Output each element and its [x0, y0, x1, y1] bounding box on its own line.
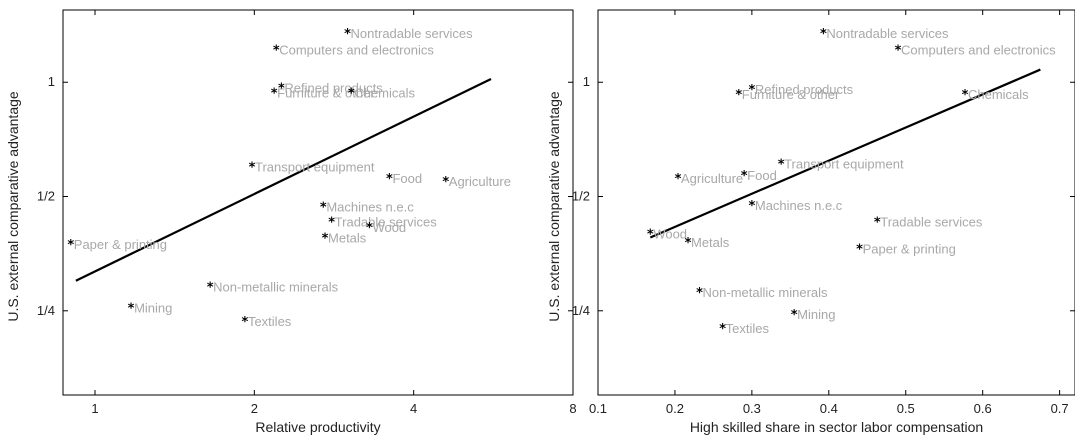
data-point: * [344, 27, 352, 42]
data-point: * [719, 322, 727, 337]
x-axis-label: High skilled share in sector labor compe… [690, 419, 983, 435]
point-label: Nontradable services [351, 26, 474, 41]
x-tick-label: 4 [410, 401, 417, 416]
x-tick-label: 8 [569, 401, 576, 416]
y-tick-label: 1 [48, 74, 55, 89]
point-label: Metals [328, 230, 367, 245]
data-point: * [386, 172, 394, 187]
data-point: * [856, 242, 864, 257]
data-point: * [366, 221, 374, 236]
data-point: * [241, 315, 249, 330]
point-label: Mining [134, 301, 172, 316]
point-label: Tradable services [880, 214, 983, 229]
point-label: Mining [797, 307, 835, 322]
point-label: Textiles [726, 321, 770, 336]
point-label: Tradable services [335, 214, 438, 229]
point-label: Agriculture [681, 171, 743, 186]
point-label: Computers and electronics [279, 42, 434, 57]
data-point: * [961, 88, 969, 103]
point-label: Non-metallic minerals [703, 285, 828, 300]
data-point: * [790, 308, 798, 323]
data-point: * [321, 231, 329, 246]
point-label: Metals [691, 235, 730, 250]
chart-panel-2: 0.1 0.2 0.3 0.4 0.5 0.6 0.7 1/4 1/2 1 High skilled… [546, 9, 1075, 435]
x-tick-label: 0.4 [820, 401, 838, 416]
x-tick-label: 0.3 [743, 401, 761, 416]
x-tick-label: 0.5 [897, 401, 915, 416]
fit-line [75, 77, 492, 282]
point-label: Paper & printing [863, 241, 956, 256]
point-label: Refined products [284, 80, 383, 95]
point-label: Computers and electronics [901, 42, 1056, 57]
data-point: * [127, 302, 135, 317]
point-label: Transport equipment [255, 159, 375, 174]
plot-frame [62, 9, 574, 396]
data-point: * [248, 160, 256, 175]
x-tick-label: 0.7 [1051, 401, 1069, 416]
data-point: * [319, 201, 327, 216]
point-label: Transport equipment [784, 157, 904, 172]
data-point: * [278, 81, 286, 96]
data-point: * [735, 88, 743, 103]
point-label: Wood [653, 226, 687, 241]
data-point: * [684, 236, 692, 251]
y-axis-label: U.S. external comparative advantage [5, 91, 21, 322]
point-label: Agriculture [449, 174, 511, 189]
point-label: Textiles [248, 314, 292, 329]
data-point: * [748, 83, 756, 98]
y-tick-label: 1/4 [37, 303, 55, 318]
data-point: * [67, 238, 75, 253]
point-label: Wood [372, 220, 406, 235]
y-tick-label: 1/2 [572, 189, 590, 204]
data-point: * [272, 43, 280, 58]
data-point: * [270, 86, 278, 101]
point-label: Food [747, 168, 777, 183]
point-label: Furniture & other [277, 85, 375, 100]
point-label: Machines n.e.c [755, 198, 843, 213]
point-label: Refined products [755, 82, 854, 97]
data-point: * [646, 227, 654, 242]
x-tick-label: 0.6 [974, 401, 992, 416]
y-axis-label: U.S. external comparative advantage [546, 91, 562, 322]
y-tick-label: 1/4 [572, 303, 590, 318]
chart-panel-1: 1 2 4 8 1/4 1/2 1 Relative productivity U.S. ext… [5, 9, 577, 435]
point-label: Nontradable services [826, 26, 949, 41]
point-label: Chemicals [968, 87, 1029, 102]
x-tick-label: 0.1 [589, 401, 607, 416]
data-point: * [748, 199, 756, 214]
point-label: Food [392, 171, 422, 186]
y-tick-label: 1/2 [37, 189, 55, 204]
point-label: Machines n.e.c [326, 200, 414, 215]
point-label: Chemicals [354, 85, 415, 100]
data-point: * [740, 169, 748, 184]
data-point: * [674, 172, 682, 187]
data-point: * [328, 215, 336, 230]
plot-frame [597, 9, 1075, 396]
data-point: * [696, 286, 704, 301]
fit-line [649, 68, 1041, 239]
y-tick-label: 1 [583, 74, 590, 89]
data-point: * [894, 43, 902, 58]
x-tick-label: 0.2 [666, 401, 684, 416]
x-tick-label: 1 [91, 401, 98, 416]
data-point: * [347, 86, 355, 101]
x-axis-label: Relative productivity [255, 419, 380, 435]
data-point: * [206, 280, 214, 295]
point-label: Paper & printing [74, 237, 167, 252]
point-label: Non-metallic minerals [213, 279, 338, 294]
data-point: * [777, 158, 785, 173]
point-label: Furniture & other [742, 87, 840, 102]
x-tick-label: 2 [251, 401, 258, 416]
data-point: * [873, 215, 881, 230]
data-point: * [820, 27, 828, 42]
data-point: * [442, 175, 450, 190]
